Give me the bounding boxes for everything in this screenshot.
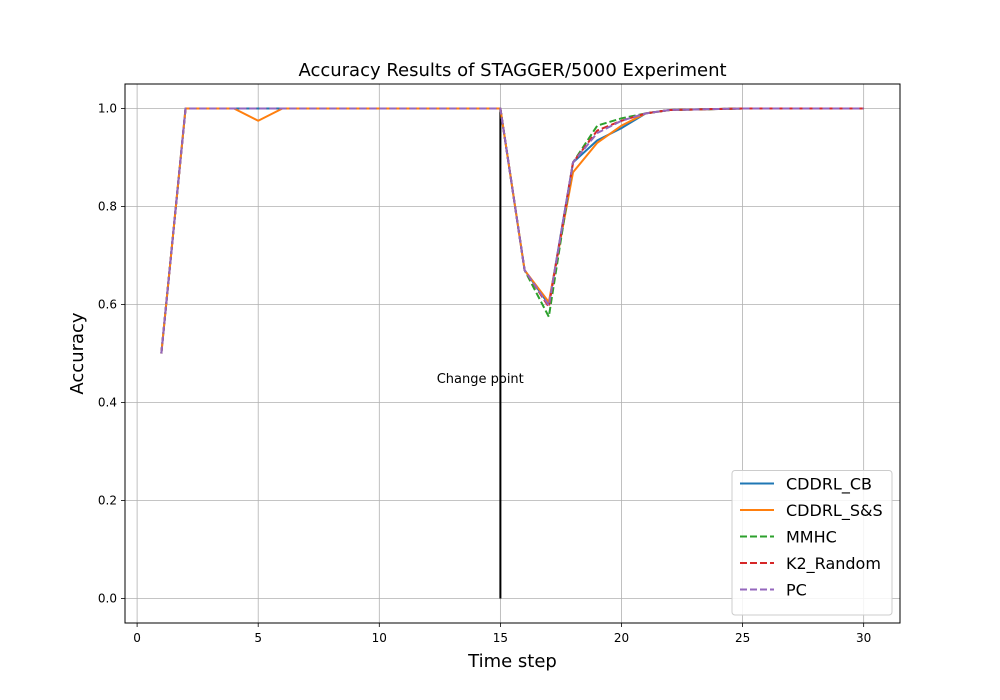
legend-label-pc: PC xyxy=(786,581,807,600)
tick-layer: 0 5 10 15 20 25 30 0.0 0.2 0.4 0.6 0.8 1.0 xyxy=(98,102,871,646)
legend: CDDRL_CB CDDRL_S&S MMHC K2_Random PC xyxy=(731,470,893,616)
y-tick-label: 0.2 xyxy=(98,494,117,508)
y-tick-label: 0.0 xyxy=(98,592,117,606)
plot-frame xyxy=(124,83,901,624)
x-tick-label: 0 xyxy=(133,631,141,645)
x-axis-label: Time step xyxy=(467,651,557,672)
x-tick-label: 25 xyxy=(735,631,750,645)
series-layer xyxy=(160,107,864,354)
y-axis-label: Accuracy xyxy=(67,312,88,395)
legend-box xyxy=(731,470,893,616)
x-tick-label: 10 xyxy=(372,631,387,645)
x-tick-label: 30 xyxy=(856,631,871,645)
x-tick-label: 5 xyxy=(254,631,262,645)
y-tick-label: 1.0 xyxy=(98,102,117,116)
y-tick-label: 0.4 xyxy=(98,396,117,410)
series-line-pc xyxy=(160,107,864,354)
legend-label-cddrl-cb: CDDRL_CB xyxy=(786,475,872,495)
legend-label-k2-random: K2_Random xyxy=(786,554,881,574)
y-tick-label: 0.6 xyxy=(98,298,117,312)
grid-layer xyxy=(125,84,900,623)
legend-label-cddrl-s-s: CDDRL_S&S xyxy=(786,501,883,521)
legend-label-mmhc: MMHC xyxy=(786,528,837,547)
chart-title: Accuracy Results of STAGGER/5000 Experim… xyxy=(298,60,726,81)
y-tick-label: 0.8 xyxy=(98,200,117,214)
x-tick-label: 15 xyxy=(493,631,508,645)
x-tick-label: 20 xyxy=(614,631,629,645)
change-point-annotation: Change point xyxy=(437,372,524,387)
